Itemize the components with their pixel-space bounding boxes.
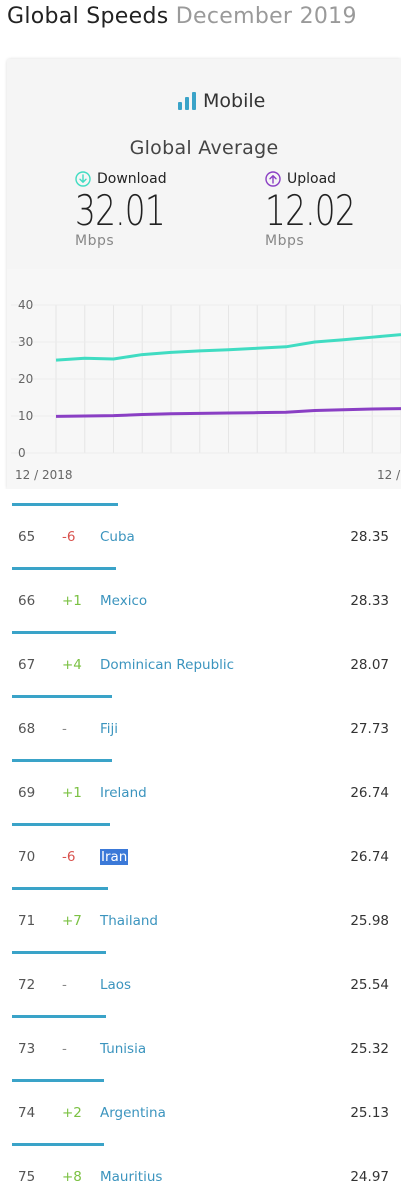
country-link[interactable]: Ireland: [100, 785, 147, 801]
mode-label: Mobile: [203, 90, 266, 112]
speed-bar: [12, 823, 110, 826]
ranking-row[interactable]: 68 - Fiji 27.73: [0, 681, 401, 745]
rank-change: +1: [62, 593, 82, 609]
y-tick-label: 40: [18, 298, 33, 312]
rank-number: 75: [18, 1169, 36, 1185]
x-tick-label: 12 / 2019: [377, 468, 401, 482]
upload-series-line: [55, 407, 401, 418]
rank-number: 67: [18, 657, 36, 673]
page-title: Global Speeds December 2019: [7, 4, 357, 29]
y-tick-label: 20: [18, 372, 33, 386]
country-speed: 24.97: [350, 1169, 389, 1185]
country-speed: 25.98: [350, 913, 389, 929]
rank-number: 74: [18, 1105, 36, 1121]
country-speed: 28.33: [350, 593, 389, 609]
page-title-date: December 2019: [175, 4, 357, 29]
rank-change: -: [62, 977, 67, 993]
download-arrow-icon: [75, 171, 91, 187]
download-label: Download: [97, 171, 167, 187]
upload-value: 12.02: [265, 186, 356, 235]
y-tick-label: 10: [18, 409, 33, 423]
country-link[interactable]: Thailand: [100, 913, 158, 929]
ranking-row[interactable]: 74 +2 Argentina 25.13: [0, 1065, 401, 1129]
speed-bar: [12, 759, 112, 762]
ranking-row[interactable]: 70 -6 Iran 26.74: [0, 809, 401, 873]
country-link[interactable]: Laos: [100, 977, 132, 993]
speed-bar: [12, 951, 106, 954]
speed-bar: [12, 631, 116, 634]
country-link[interactable]: Iran: [100, 849, 129, 865]
rank-change: -: [62, 1041, 67, 1057]
global-average-card: Mobile Global Average Download 32.01 Mbp…: [7, 59, 401, 489]
country-speed: 28.07: [350, 657, 389, 673]
download-value: 32.01: [75, 186, 166, 235]
country-speed: 27.73: [350, 721, 389, 737]
country-speed: 25.54: [350, 977, 389, 993]
country-speed: 26.74: [350, 849, 389, 865]
rank-change: +1: [62, 785, 82, 801]
ranking-row[interactable]: 67 +4 Dominican Republic 28.07: [0, 617, 401, 681]
country-link[interactable]: Mauritius: [100, 1169, 163, 1185]
rank-change: -6: [62, 849, 76, 865]
upload-label: Upload: [287, 171, 337, 187]
download-metric: Download 32.01 Mbps: [75, 171, 190, 249]
download-unit: Mbps: [75, 233, 115, 249]
rank-change: -: [62, 721, 67, 737]
ranking-row[interactable]: 65 -6 Cuba 28.35: [0, 489, 401, 553]
country-speed: 26.74: [350, 785, 389, 801]
rank-number: 73: [18, 1041, 36, 1057]
page-title-text: Global Speeds: [7, 4, 169, 29]
speed-bar: [12, 695, 112, 698]
speed-bar: [12, 1079, 104, 1082]
country-speed: 25.32: [350, 1041, 389, 1057]
speed-bar: [12, 887, 108, 890]
ranking-row[interactable]: 71 +7 Thailand 25.98: [0, 873, 401, 937]
speed-trend-chart[interactable]: 0 10 20 30 40 12 / 2018 12 / 2019: [7, 293, 401, 493]
upload-arrow-icon: [265, 171, 281, 187]
rank-number: 66: [18, 593, 36, 609]
country-link[interactable]: Cuba: [100, 529, 135, 545]
speed-bar: [12, 1143, 104, 1146]
speed-bar: [12, 1015, 106, 1018]
country-link[interactable]: Fiji: [100, 721, 119, 737]
rank-number: 68: [18, 721, 36, 737]
x-tick-label: 12 / 2018: [15, 468, 72, 482]
ranking-row[interactable]: 72 - Laos 25.54: [0, 937, 401, 1001]
speed-bar: [12, 567, 116, 570]
rank-number: 69: [18, 785, 36, 801]
upload-unit: Mbps: [265, 233, 305, 249]
download-series-line: [55, 333, 401, 362]
ranking-row[interactable]: 75 +8 Mauritius 24.97: [0, 1129, 401, 1193]
country-speed: 25.13: [350, 1105, 389, 1121]
country-link[interactable]: Dominican Republic: [100, 657, 235, 673]
mode-title: Mobile: [177, 90, 265, 112]
rank-number: 72: [18, 977, 36, 993]
summary-panel: Mobile Global Average Download 32.01 Mbp…: [7, 59, 401, 269]
speed-bar: [12, 503, 118, 506]
country-link[interactable]: Mexico: [100, 593, 148, 609]
country-speed: 28.35: [350, 529, 389, 545]
rank-change: +4: [62, 657, 82, 673]
rank-number: 70: [18, 849, 36, 865]
rank-change: -6: [62, 529, 76, 545]
rank-change: +7: [62, 913, 82, 929]
ranking-row[interactable]: 69 +1 Ireland 26.74: [0, 745, 401, 809]
rankings-list: 65 -6 Cuba 28.35 66 +1 Mexico 28.33 67 +4 Dominica…: [0, 489, 401, 1203]
y-tick-label: 0: [18, 446, 26, 460]
upload-metric: Upload 12.02 Mbps: [265, 171, 380, 249]
rank-number: 65: [18, 529, 36, 545]
ranking-row[interactable]: 66 +1 Mexico 28.33: [0, 553, 401, 617]
ranking-row[interactable]: 73 - Tunisia 25.32: [0, 1001, 401, 1065]
y-tick-label: 30: [18, 335, 33, 349]
rank-change: +2: [62, 1105, 82, 1121]
country-link[interactable]: Tunisia: [100, 1041, 147, 1057]
bar-signal-icon: [178, 92, 196, 110]
rank-number: 71: [18, 913, 36, 929]
country-link[interactable]: Argentina: [100, 1105, 166, 1121]
rank-change: +8: [62, 1169, 82, 1185]
global-average-title: Global Average: [129, 137, 279, 159]
